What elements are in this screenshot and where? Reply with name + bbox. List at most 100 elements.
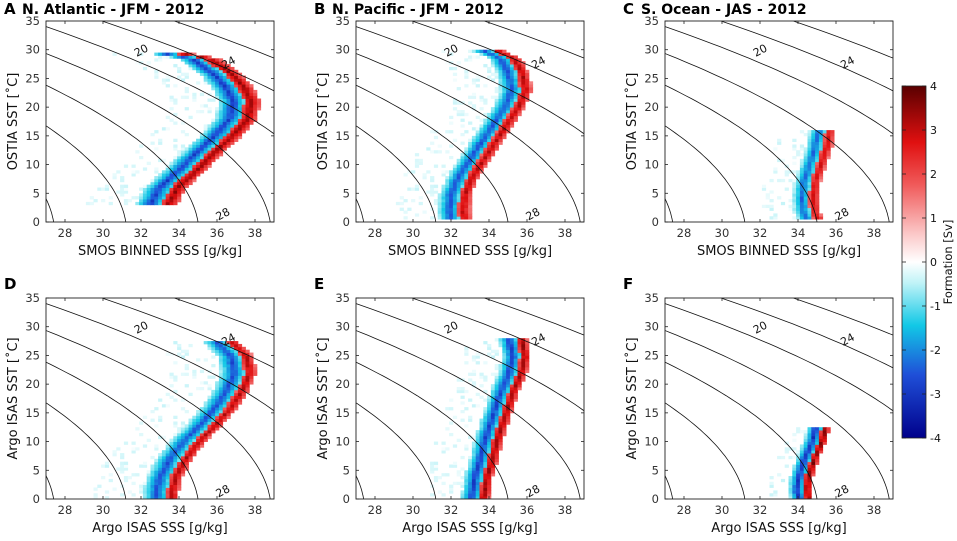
heatmap-cell — [211, 141, 216, 145]
heatmap-cell — [490, 121, 496, 125]
heatmap-cell — [487, 153, 492, 157]
heatmap-cell — [142, 415, 148, 419]
heatmap-cell — [218, 392, 224, 397]
heatmap-cell — [460, 158, 465, 163]
heatmap-cell — [154, 470, 159, 474]
heatmap-cell — [502, 95, 507, 99]
heatmap-cell — [471, 372, 477, 376]
heatmap-cell — [184, 427, 189, 431]
heatmap-cell — [411, 170, 416, 174]
heatmap-cell — [180, 52, 186, 56]
heatmap-cell — [441, 481, 446, 486]
heatmap-cell — [799, 161, 805, 165]
heatmap-cell — [241, 95, 246, 99]
heatmap-cell — [218, 61, 224, 65]
heatmap-cell — [525, 358, 530, 362]
heatmap-cell — [513, 104, 518, 108]
heatmap-cell — [513, 66, 518, 71]
heatmap-cell — [811, 430, 816, 434]
heatmap-cell — [173, 341, 178, 345]
heatmap-cell — [245, 127, 250, 131]
heatmap-cell — [169, 118, 174, 122]
heatmap-cell — [207, 141, 212, 145]
heatmap-cell — [180, 467, 186, 471]
heatmap-cell — [249, 381, 254, 385]
heatmap-cell — [192, 153, 197, 157]
heatmap-cell — [460, 167, 465, 171]
heatmap-cell — [146, 487, 151, 491]
heatmap-cell — [237, 78, 243, 82]
heatmap-cell — [203, 415, 208, 419]
heatmap-cell — [498, 404, 503, 408]
x-tick-label: 28 — [58, 226, 73, 240]
heatmap-cell — [207, 72, 212, 76]
heatmap-cell — [826, 427, 831, 431]
heatmap-cell — [211, 341, 216, 345]
heatmap-cell — [226, 343, 231, 348]
heatmap-cell — [471, 358, 477, 362]
heatmap-cell — [464, 487, 469, 491]
heatmap-cell — [154, 447, 159, 451]
heatmap-cell — [207, 144, 212, 148]
heatmap-cell — [468, 458, 473, 463]
heatmap-cell — [498, 66, 503, 71]
heatmap-cell — [822, 141, 827, 145]
heatmap-cell — [807, 490, 812, 494]
heatmap-cell — [502, 61, 507, 65]
heatmap-cell — [792, 147, 797, 151]
heatmap-cell — [452, 444, 458, 448]
heatmap-cell — [215, 61, 220, 65]
heatmap-cell — [513, 338, 518, 342]
heatmap-cell — [222, 115, 227, 120]
heatmap-cell — [475, 461, 480, 465]
heatmap-cell — [494, 389, 499, 394]
heatmap-cell — [517, 369, 522, 374]
heatmap-cell — [471, 184, 477, 188]
heatmap-cell — [177, 190, 182, 194]
colorbar-tick-label: 3 — [930, 124, 937, 137]
heatmap-cell — [196, 66, 201, 71]
y-tick-label: 20 — [25, 100, 40, 114]
heatmap-cell — [456, 473, 461, 477]
heatmap-cell — [815, 216, 820, 220]
heatmap-cell — [203, 155, 208, 160]
heatmap-cell — [502, 49, 507, 53]
heatmap-cell — [449, 398, 454, 402]
heatmap-cell — [452, 176, 458, 180]
heatmap-cell — [203, 66, 208, 71]
heatmap-cell — [154, 170, 159, 174]
heatmap-cell — [498, 421, 503, 425]
heatmap-cell — [192, 372, 197, 376]
y-tick-label: 15 — [335, 129, 350, 143]
heatmap-cell — [430, 178, 435, 183]
heatmap-cell — [215, 121, 220, 125]
heatmap-cell — [234, 349, 239, 353]
heatmap-cell — [799, 190, 805, 194]
heatmap-cell — [230, 349, 235, 353]
heatmap-cell — [161, 184, 167, 188]
heatmap-cell — [226, 121, 231, 125]
heatmap-cell — [169, 441, 174, 445]
heatmap-cell — [479, 161, 484, 165]
heatmap-cell — [245, 355, 250, 359]
heatmap-cell — [464, 161, 469, 165]
heatmap-cell — [769, 178, 774, 183]
heatmap-cell — [230, 112, 235, 117]
heatmap-cell — [509, 58, 515, 62]
heatmap-cell — [769, 484, 774, 488]
heatmap-cell — [498, 101, 503, 105]
heatmap-cell — [803, 178, 808, 183]
heatmap-cell — [811, 147, 816, 151]
heatmap-cell — [180, 58, 186, 62]
heatmap-cell — [158, 418, 163, 422]
heatmap-cell — [165, 473, 170, 477]
heatmap-cell — [475, 493, 480, 497]
heatmap-cell — [807, 184, 812, 188]
heatmap-cell — [218, 421, 224, 425]
heatmap-cell — [218, 401, 224, 405]
heatmap-cell — [165, 75, 170, 79]
heatmap-cell — [437, 199, 442, 203]
heatmap-cell — [184, 158, 189, 163]
heatmap-cell — [150, 487, 155, 491]
heatmap-cell — [226, 81, 231, 85]
